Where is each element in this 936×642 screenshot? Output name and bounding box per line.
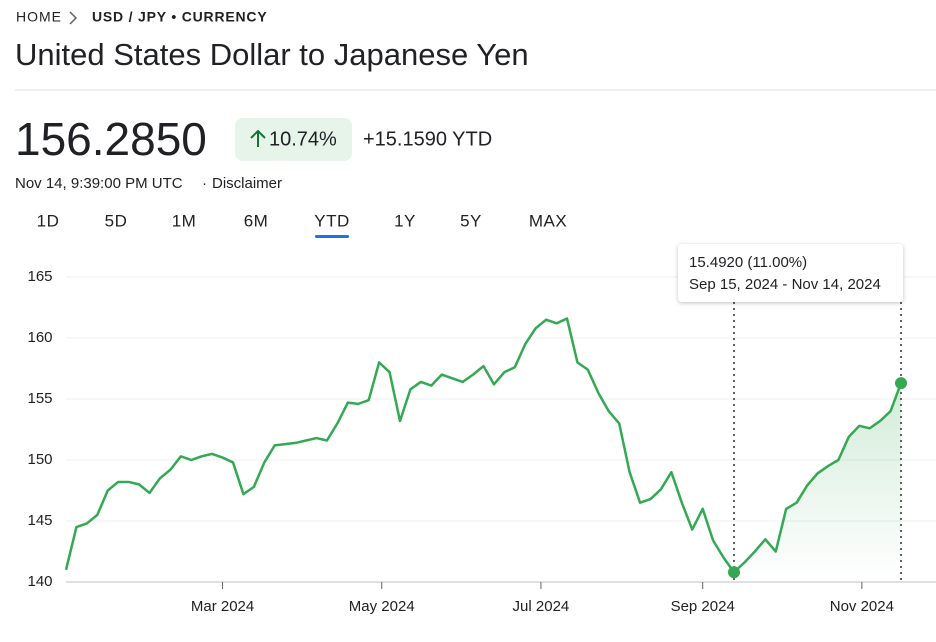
- chart: 140 145 150 155 160 165 Mar 2024 May 2024 Jul 20…: [27, 268, 936, 615]
- y-tick-label: 155: [27, 390, 52, 407]
- page-title: United States Dollar to Japanese Yen: [15, 37, 529, 72]
- range-tab[interactable]: MAX: [529, 211, 567, 230]
- tooltip-box: [678, 244, 903, 302]
- y-tick-label: 165: [27, 268, 52, 285]
- change-chip: [235, 118, 352, 161]
- price: 156.2850: [15, 113, 207, 165]
- range-tabs: 1D 5D 1M 6M YTD 1Y 5Y MAX: [37, 211, 567, 238]
- x-tick-label: Sep 2024: [671, 598, 735, 615]
- range-tab[interactable]: YTD: [314, 211, 350, 230]
- y-tick-label: 145: [27, 512, 52, 529]
- y-tick-label: 160: [27, 329, 52, 346]
- timestamp: Nov 14, 9:39:00 PM UTC: [15, 175, 183, 192]
- range-tab[interactable]: 5Y: [460, 211, 482, 230]
- tooltip: 15.4920 (11.00%) Sep 15, 2024 - Nov 14, …: [678, 244, 903, 302]
- y-tick-label: 140: [27, 573, 52, 590]
- selection-point: [895, 377, 907, 390]
- x-tick-label: May 2024: [349, 598, 415, 615]
- breadcrumb-current: USD / JPY • CURRENCY: [92, 9, 267, 25]
- y-tick-label: 150: [27, 451, 52, 468]
- range-tab[interactable]: 6M: [244, 211, 269, 230]
- breadcrumb-home[interactable]: HOME: [16, 9, 62, 25]
- separator: ·: [202, 175, 207, 192]
- change-percent: 10.74%: [269, 128, 337, 150]
- x-tick-label: Nov 2024: [830, 598, 894, 615]
- tooltip-range: Sep 15, 2024 - Nov 14, 2024: [689, 276, 881, 293]
- price-line: [64, 317, 903, 574]
- range-tab[interactable]: 1D: [37, 211, 60, 230]
- breadcrumb-chevron: [69, 11, 78, 25]
- range-tab[interactable]: 1Y: [394, 211, 416, 230]
- x-tick-label: Mar 2024: [191, 598, 254, 615]
- disclaimer[interactable]: Disclaimer: [212, 175, 282, 192]
- x-tick-label: Jul 2024: [513, 598, 570, 615]
- change-value: +15.1590 YTD: [363, 128, 492, 150]
- up-arrow: [250, 129, 266, 147]
- range-tab[interactable]: 1M: [172, 211, 197, 230]
- tooltip-value: 15.4920 (11.00%): [689, 254, 807, 271]
- range-tab[interactable]: 5D: [105, 211, 128, 230]
- selected-underline: [315, 235, 349, 238]
- selection-area: [734, 383, 901, 582]
- selection-point: [728, 566, 740, 579]
